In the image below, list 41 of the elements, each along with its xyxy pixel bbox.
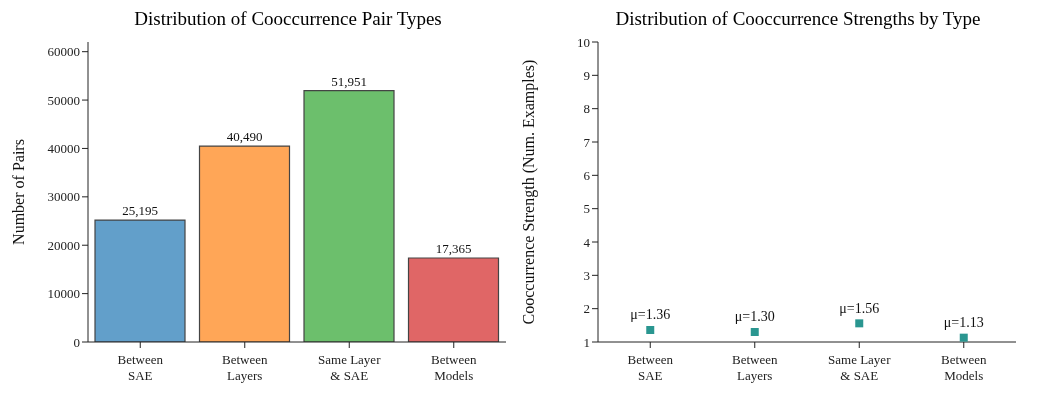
data-label: μ=1.13 [943,315,984,331]
data-label: 25,195 [122,203,158,219]
data-label: 51,951 [331,73,367,89]
x-tick-label: Between Layers [222,352,268,383]
y-tick-label: 9 [583,67,590,83]
data-label: 17,365 [435,240,472,256]
data-label: μ=1.30 [734,309,775,325]
y-tick-label: 8 [583,101,590,117]
y-tick-label: 0 [73,334,80,350]
y-tick-label: 3 [583,267,590,283]
y-tick-label: 60000 [47,44,80,60]
y-tick-label: 5 [583,201,590,217]
data-label: 40,490 [226,129,263,145]
y-tick-label: 50000 [47,92,80,108]
data-label: μ=1.36 [630,307,671,323]
bar [407,257,500,342]
x-tick-label: Between SAE [627,352,674,383]
x-tick-label: Between SAE [117,352,164,383]
bar [303,90,395,342]
x-tick-label: Between Layers [732,352,778,383]
y-tick-label: 20000 [47,237,80,253]
x-tick-label: Same Layer & SAE [828,352,892,383]
data-label: μ=1.56 [839,300,880,316]
y-tick-label: 1 [583,334,590,350]
y-tick-label: 2 [583,301,590,317]
y-tick-label: 40000 [47,141,80,157]
x-tick-label: Same Layer & SAE [318,352,382,383]
bar [94,219,186,342]
y-tick-label: 4 [583,234,591,250]
chart-title: Distribution of Cooccurrence Pair Types [133,8,443,31]
y-tick-label: 10 [577,34,590,50]
y-axis-title: Cooccurrence Strength (Num. Examples) [519,59,538,325]
x-tick-label: Between Models [431,352,477,383]
y-tick-label: 10000 [47,286,80,302]
y-tick-label: 30000 [47,189,80,205]
y-tick-label: 6 [583,167,591,183]
y-tick-label: 7 [583,134,591,150]
y-axis-title: Number of Pairs [9,139,27,245]
x-tick-label: Between Models [941,352,987,383]
bar [198,145,291,342]
chart-title: Distribution of Cooccurrence Strengths by Type [614,8,982,31]
